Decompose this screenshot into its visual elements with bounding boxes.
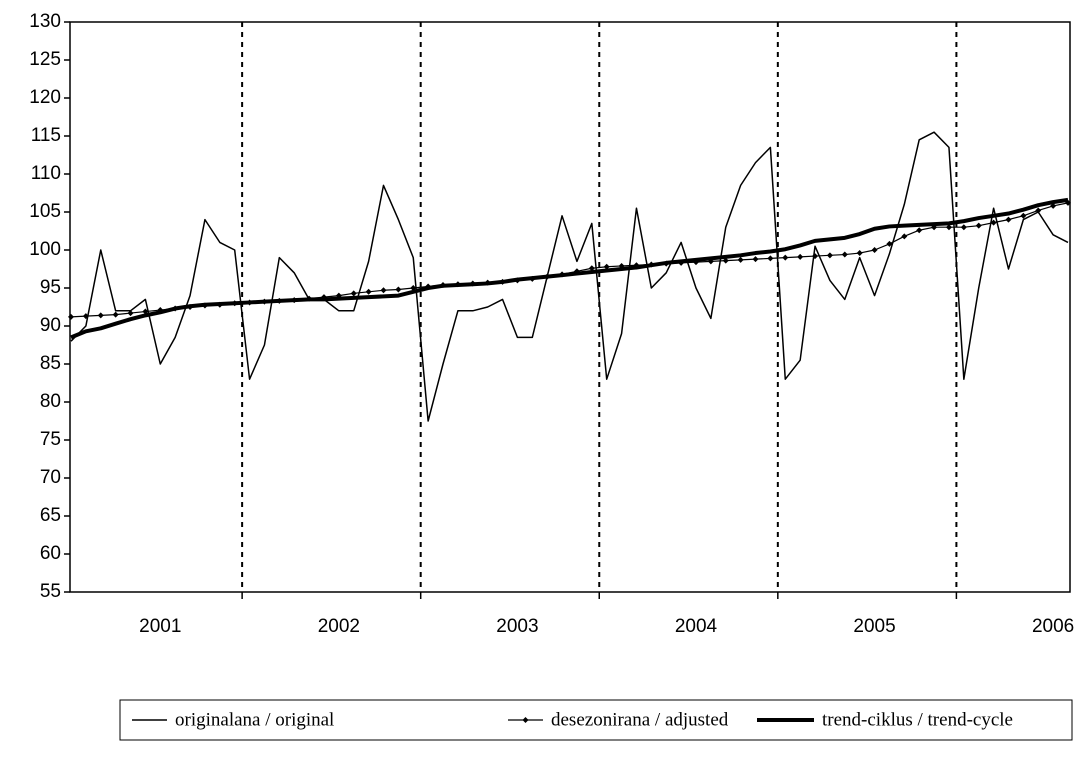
y-tick-label: 95	[40, 277, 61, 298]
series-marker	[722, 257, 729, 264]
y-tick-label: 70	[40, 467, 61, 488]
series-marker	[97, 312, 104, 319]
y-tick-label: 115	[31, 125, 61, 146]
series-marker	[916, 227, 923, 234]
y-tick-label: 55	[40, 581, 61, 602]
y-tick-label: 85	[40, 353, 61, 374]
x-tick-label: 2004	[675, 616, 718, 637]
y-tick-label: 65	[40, 505, 61, 526]
series-marker	[901, 233, 908, 240]
series-line	[70, 131, 1069, 422]
series-marker	[826, 252, 833, 259]
legend-label: trend-ciklus / trend-cycle	[822, 709, 1013, 730]
series-marker	[82, 313, 89, 320]
y-tick-label: 100	[29, 239, 61, 260]
y-tick-label: 80	[40, 391, 61, 412]
y-tick-label: 120	[29, 87, 61, 108]
series-line	[70, 197, 1069, 340]
series-marker	[871, 247, 878, 253]
series-marker	[112, 311, 119, 318]
y-tick-label: 125	[29, 49, 61, 70]
y-tick-label: 90	[40, 315, 61, 336]
series-marker	[588, 265, 595, 272]
series-line	[70, 202, 1069, 318]
x-tick-label: 2001	[139, 616, 181, 637]
series-marker	[603, 263, 610, 270]
series-marker	[127, 310, 134, 317]
series-marker	[1020, 212, 1027, 219]
series-marker	[350, 290, 357, 297]
y-tick-label: 110	[31, 163, 61, 184]
x-tick-label: 2005	[853, 616, 895, 637]
legend-label: desezonirana / adjusted	[551, 709, 729, 730]
series-marker	[365, 288, 372, 295]
plot-frame	[69, 21, 1071, 593]
series-marker	[737, 256, 744, 263]
series-marker	[856, 250, 863, 257]
series-marker	[945, 224, 952, 231]
series-marker	[886, 240, 893, 247]
series-marker	[797, 253, 804, 260]
series-marker	[782, 254, 789, 261]
series-marker	[990, 219, 997, 226]
series-marker	[767, 255, 774, 262]
legend-marker	[522, 717, 529, 723]
y-tick-label: 75	[40, 429, 61, 450]
y-tick-label: 105	[29, 201, 61, 222]
series-marker	[812, 253, 819, 260]
legend-label: originalana / original	[175, 709, 334, 730]
series-marker	[960, 224, 967, 231]
y-tick-label: 130	[29, 11, 61, 32]
x-tick-label: 2006	[1032, 616, 1074, 637]
series-marker	[975, 222, 982, 229]
series-marker	[1005, 216, 1012, 223]
y-tick-label: 60	[40, 543, 61, 564]
series-marker	[68, 313, 74, 320]
series-marker	[380, 287, 387, 294]
series-marker	[1035, 207, 1042, 214]
series-marker	[752, 256, 759, 263]
x-tick-label: 2002	[318, 616, 360, 637]
x-tick-label: 2003	[496, 616, 538, 637]
series-marker	[395, 286, 402, 293]
series-marker	[841, 251, 848, 258]
legend-box	[119, 699, 1073, 741]
